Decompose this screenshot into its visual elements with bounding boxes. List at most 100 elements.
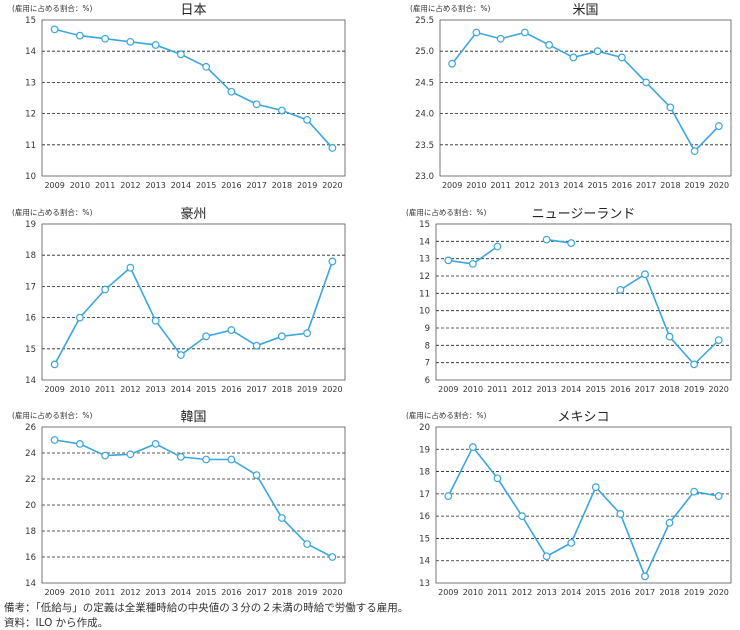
y-tick-label: 20: [419, 423, 430, 433]
y-tick-label: 14: [419, 237, 430, 247]
x-tick-label: 2018: [659, 385, 679, 394]
data-point: [176, 351, 185, 359]
y-tick-label: 14: [25, 47, 36, 57]
x-tick-label: 2011: [487, 588, 507, 597]
y-tick-label: 23.0: [415, 172, 434, 182]
y-tick-label: 14: [25, 376, 36, 386]
x-tick-label: 2018: [659, 588, 679, 597]
data-point: [468, 443, 477, 451]
series-line: [619, 273, 720, 366]
y-tick-label: 25.5: [415, 16, 434, 26]
y-tick-label: 11: [419, 289, 430, 299]
data-point: [277, 106, 286, 115]
x-tick-label: 2014: [171, 588, 191, 597]
x-tick-label: 2015: [586, 588, 606, 597]
y-tick-label: 22: [25, 475, 36, 485]
data-point: [690, 147, 699, 155]
x-tick-label: 2011: [95, 181, 115, 190]
x-tick-label: 2009: [44, 588, 64, 597]
plot-frame: [435, 426, 732, 584]
data-point: [616, 285, 625, 294]
data-point: [641, 572, 649, 581]
x-tick-label: 2015: [196, 385, 216, 394]
x-tick-label: 2020: [709, 588, 729, 597]
x-tick-label: 2013: [145, 181, 165, 190]
data-point: [690, 487, 699, 496]
y-tick-label: 10: [419, 307, 430, 317]
y-tick-label: 17: [419, 490, 430, 500]
y-tick-label: 16: [25, 314, 36, 324]
x-tick-label: 2020: [322, 181, 342, 190]
x-tick-label: 2014: [563, 181, 583, 190]
data-point: [151, 316, 160, 325]
chart-title: メキシコ: [557, 410, 609, 425]
x-tick-label: 2010: [70, 588, 90, 597]
chart-title: 米国: [572, 3, 598, 18]
y-tick-label: 19: [419, 445, 430, 455]
data-point: [202, 455, 211, 464]
y-tick-label: 6: [425, 376, 430, 386]
x-tick-label: 2011: [487, 385, 507, 394]
data-point: [444, 256, 453, 265]
x-tick-label: 2016: [610, 385, 630, 394]
x-tick-label: 2018: [660, 181, 680, 190]
data-point: [50, 360, 59, 369]
x-tick-label: 2019: [297, 588, 317, 597]
data-point: [714, 336, 723, 345]
y-tick-label: 13: [25, 78, 36, 88]
x-tick-label: 2014: [561, 588, 581, 597]
y-tick-label: 19: [25, 220, 36, 230]
y-tick-label: 14: [419, 557, 430, 567]
x-tick-label: 2010: [466, 181, 486, 190]
y-axis-label: (雇用に占める割合：%): [12, 207, 93, 217]
x-tick-label: 2013: [539, 181, 559, 190]
x-tick-label: 2011: [95, 588, 115, 597]
x-tick-label: 2009: [44, 181, 64, 190]
series-line: [546, 238, 572, 244]
y-tick-label: 12: [25, 110, 36, 120]
x-tick-label: 2015: [587, 181, 607, 190]
x-tick-label: 2017: [635, 588, 655, 597]
y-tick-label: 11: [25, 141, 36, 151]
y-tick-label: 23.5: [415, 141, 434, 151]
note-definition: 備考：「低給与」の定義は全業種時給の中央値の３分の２未満の時給で労働する雇用。: [4, 602, 409, 614]
data-point: [75, 313, 84, 322]
x-tick-label: 2018: [272, 181, 292, 190]
data-point: [714, 492, 723, 500]
x-tick-label: 2015: [586, 385, 606, 394]
series-line: [53, 261, 334, 365]
y-tick-label: 20: [25, 501, 36, 511]
data-point: [666, 103, 675, 112]
data-point: [252, 100, 261, 109]
y-tick-label: 24.5: [415, 78, 434, 88]
x-tick-label: 2017: [246, 588, 266, 597]
y-axis-label: (雇用に占める割合：%): [12, 3, 93, 13]
x-tick-label: 2009: [44, 385, 64, 394]
x-tick-label: 2012: [120, 385, 140, 394]
x-tick-label: 2016: [221, 588, 241, 597]
data-point: [303, 329, 312, 338]
y-tick-label: 18: [25, 251, 36, 261]
x-tick-label: 2013: [536, 385, 556, 394]
data-point: [151, 440, 160, 448]
x-tick-label: 2009: [438, 385, 458, 394]
y-axis-label: (雇用に占める割合：%): [406, 207, 487, 217]
y-axis-label: (雇用に占める割合：%): [406, 410, 487, 420]
x-tick-label: 2017: [246, 385, 266, 394]
x-tick-label: 2015: [196, 588, 216, 597]
y-tick-label: 10: [25, 172, 36, 182]
data-point: [227, 326, 236, 334]
data-point: [542, 552, 551, 561]
x-tick-label: 2013: [145, 385, 165, 394]
data-point: [542, 235, 551, 244]
data-point: [101, 34, 110, 43]
x-tick-label: 2019: [684, 588, 704, 597]
data-point: [328, 257, 337, 266]
y-tick-label: 16: [419, 512, 430, 522]
data-point: [303, 115, 312, 124]
data-point: [569, 53, 578, 62]
x-tick-label: 2012: [512, 588, 532, 597]
data-point: [591, 483, 600, 492]
x-tick-label: 2019: [684, 181, 704, 190]
